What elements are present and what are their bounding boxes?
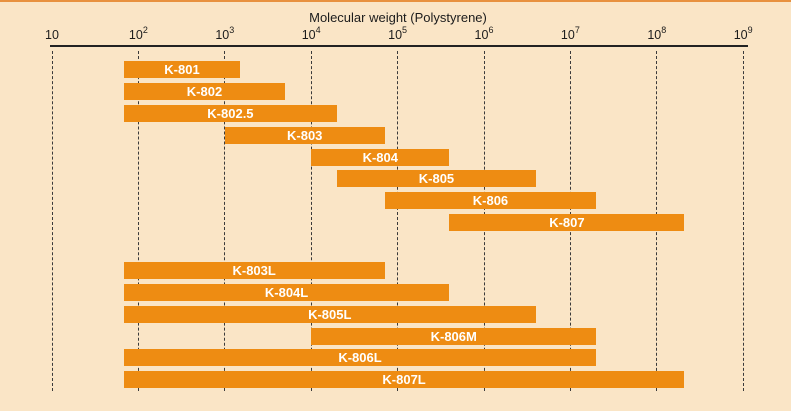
decade-gridline [224, 51, 226, 391]
range-bar-K-806M: K-806M [311, 327, 597, 345]
axis-tick-label: 103 [215, 24, 235, 42]
range-bar-K-805: K-805 [337, 170, 536, 187]
axis-tick-label: 104 [301, 24, 321, 42]
range-bar-label: K-801 [164, 62, 200, 77]
range-bar-K-802.5: K-802.5 [123, 105, 338, 122]
range-bar-K-806L: K-806L [123, 349, 597, 366]
range-bar-label: K-805 [418, 171, 455, 186]
range-bar-K-804L: K-804L [123, 284, 450, 301]
range-bar-label: K-806L [338, 350, 382, 365]
top-border-line [0, 0, 791, 2]
range-bar-label: K-804L [264, 285, 309, 300]
range-bar-K-805L: K-805L [123, 305, 536, 323]
axis-tick-label: 106 [474, 24, 494, 42]
range-bar-label: K-807 [549, 215, 585, 230]
axis-tick-label: 10 [45, 28, 59, 42]
axis-tick-label: 105 [388, 24, 408, 42]
axis-tick-label: 102 [128, 24, 148, 42]
range-bar-label: K-804 [362, 149, 399, 165]
range-bar-label: K-802.5 [207, 106, 254, 121]
decade-gridline [397, 51, 399, 391]
decade-gridline [137, 51, 139, 391]
range-bar-K-806: K-806 [384, 192, 597, 209]
range-bar-K-803: K-803 [224, 126, 385, 144]
range-bar-label: K-802 [186, 84, 223, 99]
range-bar-K-807L: K-807L [123, 371, 685, 388]
range-bar-K-807: K-807 [449, 214, 685, 231]
axis-line [50, 45, 748, 47]
range-bar-label: K-803 [287, 127, 323, 143]
decade-gridline [742, 51, 744, 391]
range-bar-label: K-807L [382, 372, 426, 387]
decade-gridline [310, 51, 312, 391]
range-bar-label: K-806M [430, 328, 477, 344]
decade-gridline [51, 51, 53, 391]
range-bar-label: K-805L [308, 306, 352, 322]
chart-title: Molecular weight (Polystyrene) [309, 10, 487, 25]
range-bar-K-801: K-801 [123, 61, 241, 78]
range-bar-K-802: K-802 [123, 83, 286, 100]
range-bar-K-804: K-804 [311, 148, 450, 166]
axis-tick-label: 109 [733, 24, 753, 42]
bottom-white-strip [0, 411, 791, 416]
range-bar-K-803L: K-803L [123, 262, 385, 279]
axis-tick-label: 108 [647, 24, 667, 42]
range-bar-label: K-803L [232, 263, 276, 278]
range-bar-label: K-806 [472, 193, 509, 208]
axis-tick-label: 107 [560, 24, 580, 42]
